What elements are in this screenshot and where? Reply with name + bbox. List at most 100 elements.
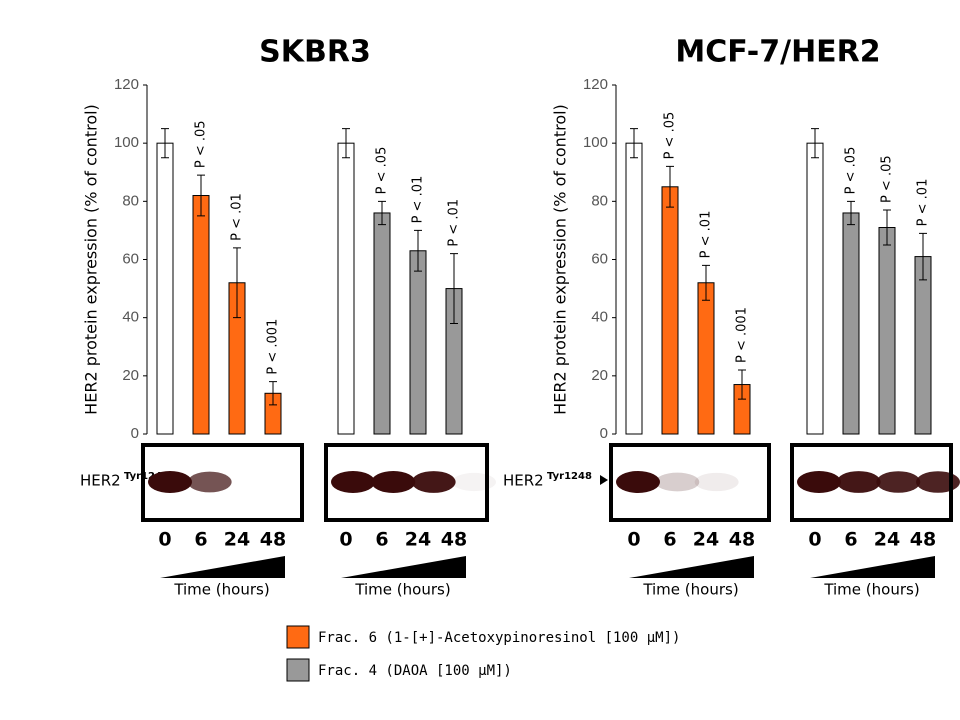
p-value: P < .001 — [266, 319, 281, 375]
error-bar — [630, 128, 638, 159]
legend-label: Frac. 4 (DAOA [100 µM]) — [318, 663, 512, 679]
y-tick-label: 80 — [122, 192, 139, 209]
blot-band — [187, 471, 232, 493]
x-tick-label: 6 — [844, 529, 857, 551]
time-wedge — [810, 556, 935, 578]
bar — [842, 212, 860, 435]
error-bar — [197, 174, 205, 217]
error-bar — [378, 200, 386, 226]
p-value: P < .05 — [663, 112, 678, 160]
blot-band — [655, 472, 700, 492]
x-tick-label: 24 — [405, 529, 431, 551]
error-bar — [414, 229, 422, 272]
time-wedge — [160, 556, 285, 578]
bar — [192, 195, 210, 435]
blot-band — [371, 471, 416, 493]
x-tick-label: 0 — [158, 529, 171, 551]
time-wedge — [629, 556, 754, 578]
blot-band — [616, 471, 660, 493]
x-tick-label: 6 — [194, 529, 207, 551]
y-tick-label: 20 — [122, 367, 139, 384]
legend-swatch — [286, 625, 310, 649]
blot-band — [452, 472, 496, 492]
blot-frame — [324, 443, 489, 522]
x-tick-label: 24 — [224, 529, 250, 551]
error-bar — [811, 128, 819, 159]
bar — [661, 186, 679, 435]
p-value: P < .05 — [880, 155, 895, 203]
x-tick-label: 0 — [627, 529, 640, 551]
blot-band — [876, 471, 921, 493]
blot-label-sup: Tyr1248 — [124, 471, 169, 482]
y-axis-label: HER2 protein expression (% of control) — [82, 104, 101, 415]
bar — [914, 256, 932, 435]
p-value: P < .01 — [699, 211, 714, 259]
y-axis-label: HER2 protein expression (% of control) — [551, 104, 570, 415]
bar — [806, 142, 824, 435]
x-tick-label: 6 — [663, 529, 676, 551]
bar — [337, 142, 355, 435]
blot-frame — [790, 443, 953, 522]
y-tick-label: 40 — [122, 309, 139, 326]
x-axis-label: Time (hours) — [823, 581, 919, 599]
blot-band — [411, 471, 456, 493]
bar — [697, 282, 715, 435]
error-bar — [738, 369, 746, 400]
x-axis-label: Time (hours) — [173, 581, 269, 599]
p-value: P < .01 — [411, 176, 426, 224]
legend-label: Frac. 6 (1-[+]-Acetoxypinoresinol [100 µ… — [318, 630, 680, 646]
y-tick-label: 100 — [114, 134, 139, 151]
error-bar — [883, 209, 891, 246]
bar — [625, 142, 643, 435]
blot-band — [836, 471, 881, 493]
blot-arrow — [600, 475, 608, 485]
bar — [409, 250, 427, 435]
x-axis-label: Time (hours) — [642, 581, 738, 599]
error-bar — [269, 381, 277, 406]
x-tick-label: 48 — [260, 529, 286, 551]
blot-frame — [141, 443, 304, 522]
y-tick-label: 120 — [114, 76, 139, 93]
x-tick-label: 48 — [910, 529, 936, 551]
blot-label: HER2 — [80, 472, 121, 490]
error-bar — [847, 200, 855, 226]
error-bar — [450, 253, 458, 324]
x-tick-label: 0 — [339, 529, 352, 551]
y-tick-label: 0 — [600, 425, 608, 442]
error-bar — [919, 232, 927, 281]
p-value: P < .05 — [844, 147, 859, 195]
p-value: P < .01 — [447, 199, 462, 247]
y-tick-label: 20 — [591, 367, 608, 384]
bar — [878, 227, 896, 435]
y-tick-label: 120 — [583, 76, 608, 93]
blot-band — [148, 471, 192, 493]
blot-frame — [609, 443, 771, 522]
y-tick-label: 60 — [591, 250, 608, 267]
blot-label-sup: Tyr1248 — [547, 471, 592, 482]
x-tick-label: 0 — [808, 529, 821, 551]
p-value: P < .01 — [916, 179, 931, 227]
p-value: P < .05 — [194, 120, 209, 168]
bar — [373, 212, 391, 435]
y-tick-label: 80 — [591, 192, 608, 209]
p-value: P < .01 — [230, 193, 245, 241]
x-tick-label: 24 — [693, 529, 719, 551]
y-tick-label: 60 — [122, 250, 139, 267]
error-bar — [233, 247, 241, 319]
p-value: P < .001 — [735, 307, 750, 363]
error-bar — [161, 128, 169, 159]
x-tick-label: 6 — [375, 529, 388, 551]
x-tick-label: 24 — [874, 529, 900, 551]
y-tick-label: 0 — [131, 425, 139, 442]
blot-band — [797, 471, 841, 493]
legend-swatch — [286, 658, 310, 682]
y-tick-label: 100 — [583, 134, 608, 151]
time-wedge — [341, 556, 466, 578]
x-axis-label: Time (hours) — [354, 581, 450, 599]
p-value: P < .05 — [375, 147, 390, 195]
chart-title: MCF-7/HER2 — [675, 35, 880, 70]
error-bar — [702, 264, 710, 301]
x-tick-label: 48 — [441, 529, 467, 551]
blot-label: HER2 — [503, 472, 544, 490]
